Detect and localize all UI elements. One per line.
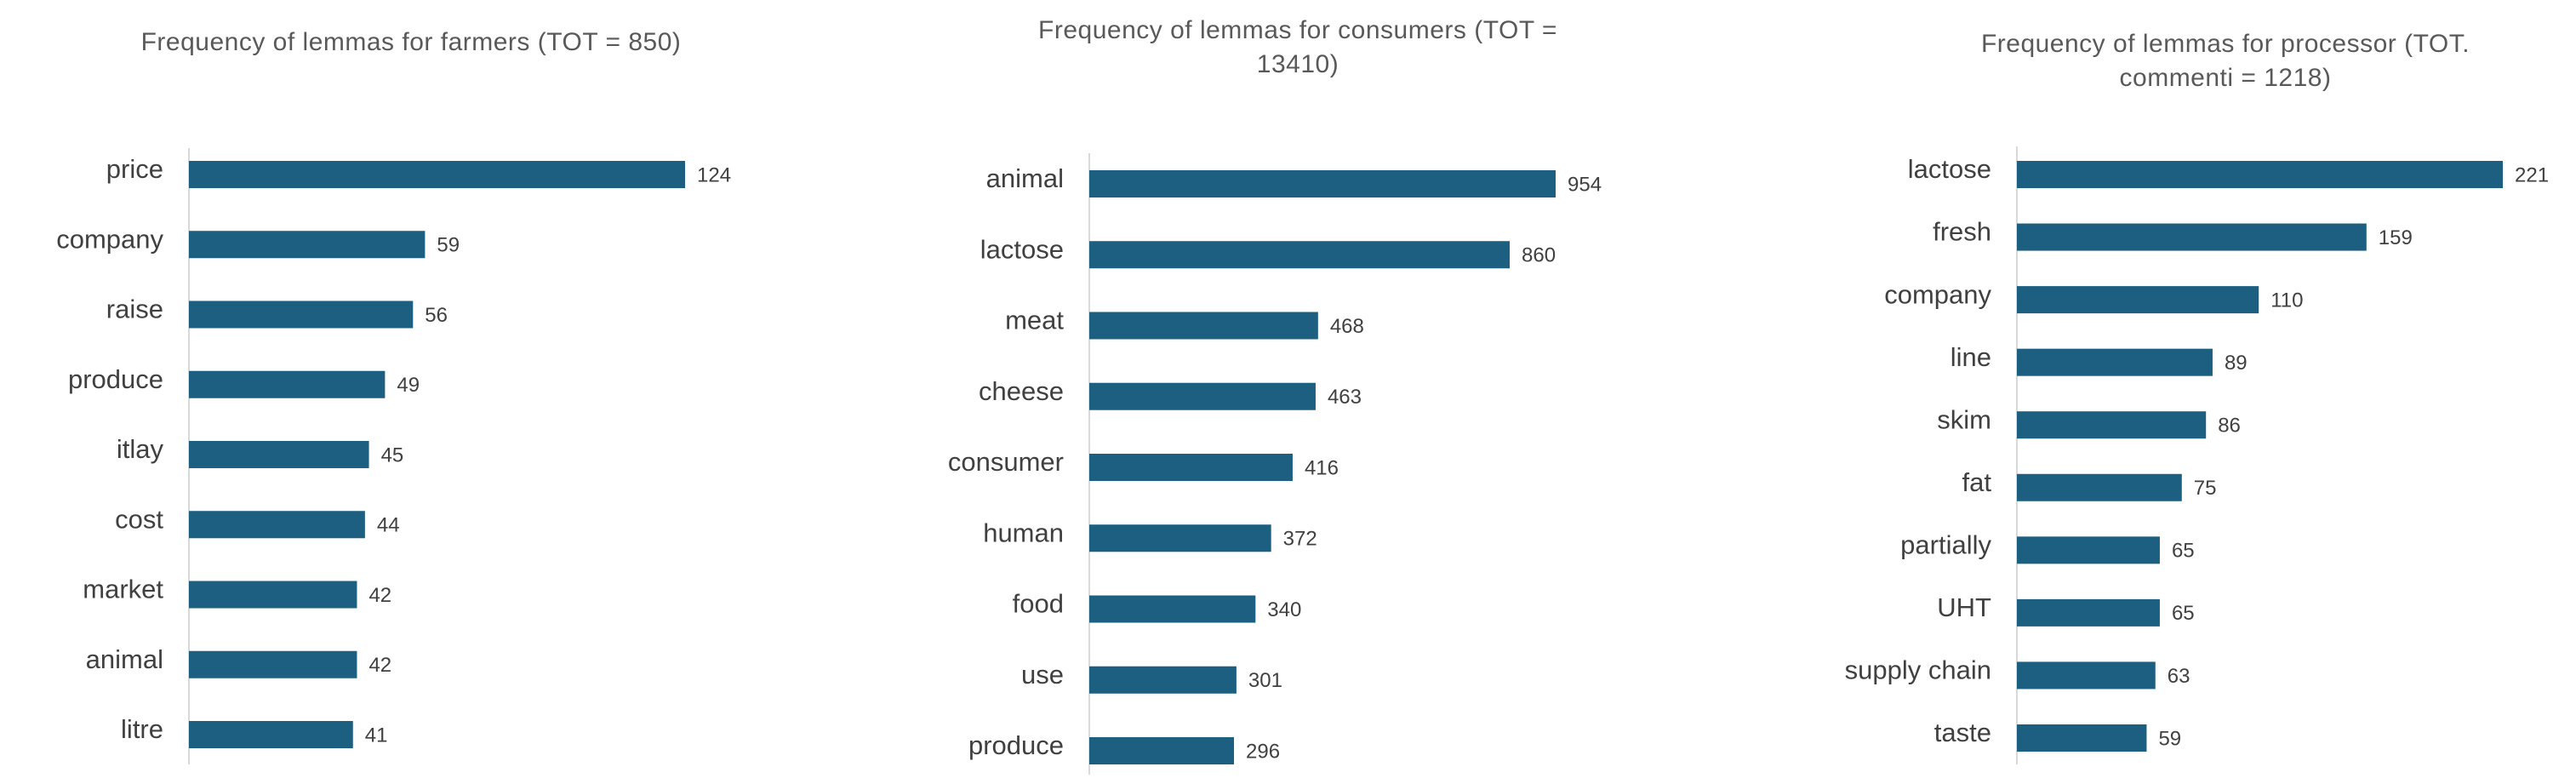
bar [189, 231, 426, 259]
value-label: 59 [2158, 727, 2181, 750]
bar [2017, 598, 2160, 627]
value-label: 159 [2379, 226, 2413, 249]
category-label: animal [986, 163, 1064, 193]
value-label: 296 [1246, 740, 1280, 763]
bar [1089, 312, 1318, 340]
category-label: food [1013, 589, 1064, 619]
value-label: 954 [1568, 173, 1602, 196]
bar [1089, 737, 1235, 764]
value-label: 416 [1305, 456, 1339, 479]
bar [2017, 348, 2213, 376]
value-label: 468 [1330, 315, 1364, 338]
category-label: fresh [1933, 217, 1991, 247]
value-label: 41 [365, 724, 388, 747]
bar [1089, 170, 1556, 197]
bar [2017, 411, 2207, 439]
bar [2017, 286, 2259, 314]
value-label: 372 [1283, 528, 1317, 551]
bar [1089, 524, 1271, 552]
bar [189, 581, 357, 609]
category-label: cheese [979, 376, 1064, 406]
bar [1089, 382, 1316, 410]
value-label: 75 [2194, 477, 2217, 500]
category-label: use [1021, 660, 1064, 690]
value-label: 124 [697, 163, 731, 186]
category-label: lactose [1908, 154, 1991, 184]
category-label: litre [121, 714, 163, 744]
value-label: 89 [2225, 352, 2248, 375]
category-label: cost [115, 504, 163, 534]
category-label: skim [1937, 404, 1991, 434]
bar [2017, 724, 2147, 752]
value-label: 45 [381, 444, 404, 466]
category-label: market [83, 575, 163, 604]
bar [2017, 473, 2182, 501]
value-label: 340 [1267, 598, 1301, 621]
category-label: line [1951, 342, 1991, 372]
value-label: 42 [368, 584, 391, 607]
value-label: 56 [425, 304, 448, 327]
bar [2017, 536, 2160, 564]
value-label: 65 [2172, 602, 2195, 625]
category-label: taste [1934, 718, 1991, 747]
bar [2017, 661, 2156, 690]
category-label: produce [968, 730, 1064, 760]
bar [189, 511, 365, 539]
bar [1089, 454, 1293, 481]
category-label: price [106, 154, 163, 184]
chart-title: Frequency of lemmas for consumers (TOT =… [1038, 16, 1557, 78]
category-label: raise [106, 295, 163, 324]
bar [1089, 666, 1237, 694]
value-label: 44 [377, 514, 400, 537]
bar [189, 650, 357, 678]
bar [2017, 161, 2503, 188]
category-label: itlay [117, 434, 164, 464]
category-label: fat [1962, 467, 1992, 497]
category-label: meat [1005, 306, 1064, 335]
category-label: lactose [980, 234, 1064, 264]
category-label: human [983, 518, 1064, 547]
category-label: animal [86, 644, 163, 674]
value-label: 860 [1522, 244, 1556, 267]
bar [1089, 241, 1511, 269]
category-label: company [56, 224, 163, 254]
value-label: 301 [1248, 669, 1282, 692]
chart-title: Frequency of lemmas for processor (TOT. … [1980, 30, 2470, 92]
bar [189, 721, 353, 748]
value-label: 59 [437, 234, 460, 257]
value-label: 463 [1328, 386, 1362, 409]
value-label: 42 [368, 654, 391, 677]
category-label: company [1884, 279, 1991, 309]
value-label: 86 [2218, 415, 2241, 438]
category-label: UHT [1937, 592, 1991, 622]
value-label: 110 [2270, 289, 2303, 312]
value-label: 49 [397, 374, 420, 397]
bar [189, 441, 369, 468]
category-label: consumer [948, 447, 1064, 477]
bar [189, 370, 386, 398]
category-label: supply chain [1845, 655, 1991, 685]
bar [2017, 223, 2367, 251]
category-label: partially [1900, 530, 1991, 560]
chart-title: Frequency of lemmas for farmers (TOT = 8… [140, 28, 682, 56]
bar [1089, 595, 1256, 623]
value-label: 221 [2515, 163, 2549, 186]
bar [189, 161, 685, 188]
value-label: 63 [2168, 665, 2190, 688]
bar [189, 300, 414, 329]
category-label: produce [68, 364, 163, 394]
value-label: 65 [2172, 540, 2195, 563]
